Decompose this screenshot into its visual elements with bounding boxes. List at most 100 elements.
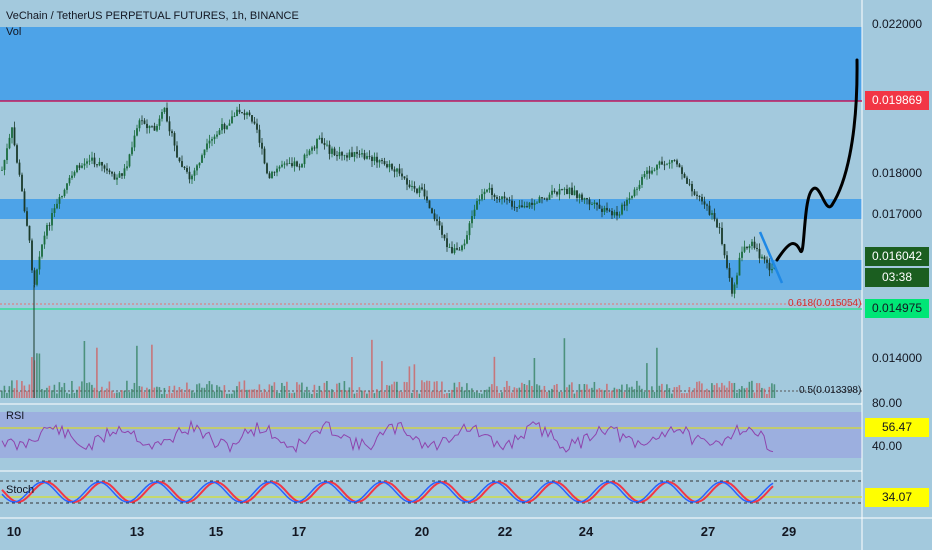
volume-bar (373, 393, 376, 398)
volume-bar (356, 392, 358, 398)
candle-body (181, 161, 183, 167)
candle-body (738, 257, 741, 276)
volume-bar (158, 387, 161, 398)
volume-bar (466, 383, 468, 398)
volume-bar (358, 387, 361, 398)
volume-bar (61, 387, 63, 398)
volume-bar (6, 392, 8, 398)
candle-body (63, 189, 66, 196)
volume-bar (51, 390, 53, 398)
candle-body (28, 225, 31, 241)
candle-body (123, 168, 126, 176)
volume-bar (243, 380, 246, 398)
volume-bar (276, 391, 278, 398)
volume-bar (608, 392, 611, 398)
volume-bar (113, 393, 116, 398)
volume-bar (218, 386, 221, 398)
symbol-title[interactable]: VeChain / TetherUS PERPETUAL FUTURES, 1h… (6, 10, 299, 22)
volume-bar (503, 387, 506, 398)
volume-bar (48, 385, 51, 398)
volume-bar (641, 388, 643, 398)
volume-bar (426, 380, 428, 398)
candle-body (471, 216, 473, 224)
volume-bar (133, 382, 136, 398)
fib-618-label: 0.618(0.015054) (788, 298, 862, 309)
rsi-tick-40: 40.00 (872, 439, 903, 453)
volume-bar (606, 383, 608, 398)
volume-bar (546, 391, 548, 398)
volume-bar (258, 384, 261, 398)
candle-body (716, 219, 718, 228)
candle-body (116, 177, 118, 180)
volume-bar (653, 391, 656, 398)
volume-bar (253, 389, 256, 398)
date-label-15: 15 (208, 524, 224, 539)
candle-body (148, 125, 151, 129)
candle-body (736, 275, 738, 285)
candle-body (393, 169, 396, 172)
volume-bar (311, 393, 313, 398)
volume-bar (563, 338, 566, 398)
volume-bar (66, 392, 68, 398)
candle-body (191, 175, 193, 180)
candle-body (446, 238, 448, 248)
volume-bar (406, 382, 408, 398)
candle-body (231, 116, 233, 124)
volume-bar (686, 393, 688, 398)
candle-body (741, 251, 743, 258)
price-tick-3: 0.017000 (872, 207, 923, 221)
volume-bar (458, 382, 461, 398)
volume-bar (666, 384, 668, 398)
candle-body (463, 243, 466, 246)
volume-bar (11, 380, 13, 398)
volume-bar (326, 380, 328, 398)
candle-body (743, 246, 746, 252)
date-label-27: 27 (700, 524, 716, 539)
volume-bar (751, 380, 753, 398)
candle-body (698, 195, 701, 197)
volume-bar (83, 341, 86, 398)
volume-bar (753, 392, 756, 398)
candle-body (391, 163, 393, 170)
candle-body (91, 157, 93, 161)
volume-bar (513, 387, 516, 398)
candle-body (98, 161, 101, 166)
candle-body (556, 191, 558, 195)
volume-bar (568, 384, 571, 398)
candle-body (558, 189, 561, 195)
wedge-trendline (758, 231, 784, 284)
volume-bar (213, 391, 216, 398)
stoch-label[interactable]: Stoch (6, 484, 35, 496)
candle-body (686, 177, 688, 184)
candle-body (73, 172, 76, 176)
volume-bar (628, 387, 631, 398)
rsi-tick-80: 80.00 (872, 396, 903, 410)
candle-body (313, 147, 316, 149)
candle-body (388, 163, 391, 168)
volume-bar (763, 388, 766, 398)
candle-body (638, 184, 641, 189)
volume-bar (573, 393, 576, 398)
volume-bar (621, 384, 623, 398)
volume-bar (711, 383, 713, 398)
volume-bar (591, 387, 593, 398)
rsi-label[interactable]: RSI (6, 410, 25, 422)
candle-body (88, 160, 91, 162)
candle-body (343, 155, 346, 157)
volume-bar (618, 388, 621, 398)
candle-body (423, 189, 426, 197)
resistance-price-tag: 0.019869 (865, 91, 929, 110)
volume-bar (446, 393, 448, 398)
candle-body (86, 161, 88, 164)
volume-indicator-label[interactable]: Vol (6, 26, 22, 38)
volume-bar (766, 393, 768, 398)
volume-bar (216, 385, 218, 398)
volume-bar (533, 358, 536, 398)
candle-body (411, 186, 413, 187)
candle-body (568, 187, 571, 195)
candle-body (598, 204, 601, 209)
volume-bar (18, 391, 21, 398)
volume-bar (193, 392, 196, 398)
